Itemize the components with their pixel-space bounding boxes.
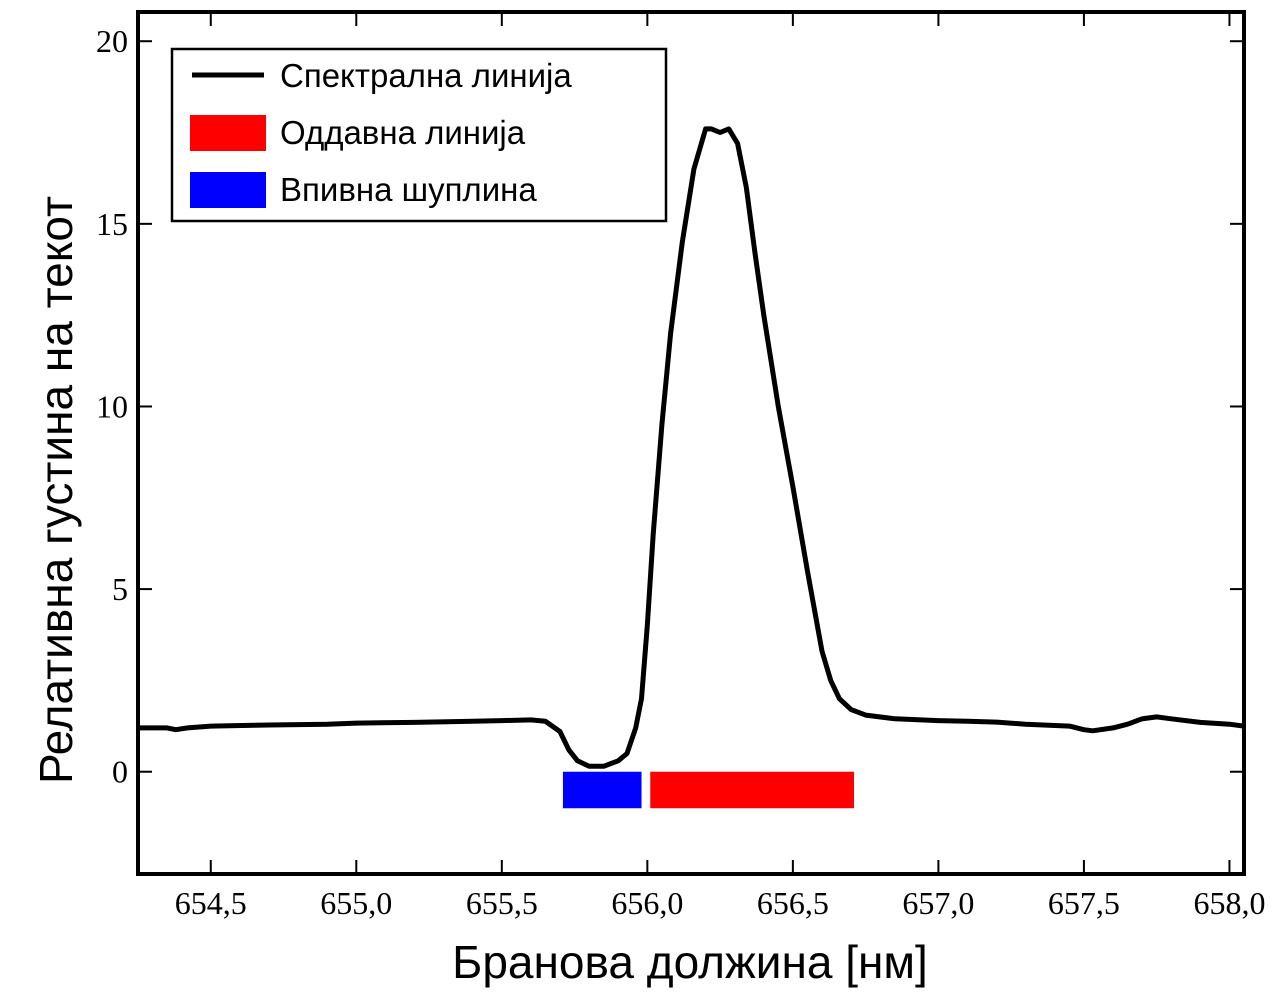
- x-axis-label: Бранова должина [нм]: [452, 936, 928, 988]
- region-bar-0: [650, 771, 854, 809]
- y-tick-label: 10: [96, 388, 128, 424]
- x-tick-label: 654,5: [175, 885, 247, 921]
- bars-layer: [562, 771, 854, 809]
- x-tick-label: 658,0: [1193, 885, 1265, 921]
- legend-label: Оддавна линија: [280, 114, 526, 151]
- y-tick-label: 20: [96, 23, 128, 59]
- legend-label: Спектрална линија: [280, 57, 572, 94]
- y-axis-label: Релативна густина на текот: [30, 196, 82, 784]
- x-tick-label: 655,0: [320, 885, 392, 921]
- x-tick-label: 656,0: [611, 885, 683, 921]
- x-tick-label: 657,5: [1048, 885, 1120, 921]
- plot-frame: [136, 10, 1246, 876]
- legend-patch-swatch: [190, 115, 266, 151]
- region-bar-1: [562, 771, 642, 809]
- y-tick-label: 15: [96, 206, 128, 242]
- y-tick-label: 5: [112, 571, 128, 607]
- legend-patch-swatch: [190, 172, 266, 208]
- series-layer: [138, 126, 1244, 769]
- x-tick-label: 656,5: [757, 885, 829, 921]
- legend-label: Впивна шуплина: [280, 171, 537, 208]
- x-tick-label: 657,0: [902, 885, 974, 921]
- legend: Спектрална линија Оддавна линија Впивна шу…: [170, 47, 668, 223]
- series-line-0: [138, 126, 1244, 769]
- ticks-layer: 654,5 655,0 655,5 656,0 656,5 657,0 657,5 658,0…: [96, 12, 1265, 921]
- x-tick-label: 655,5: [466, 885, 538, 921]
- y-tick-label: 0: [112, 754, 128, 790]
